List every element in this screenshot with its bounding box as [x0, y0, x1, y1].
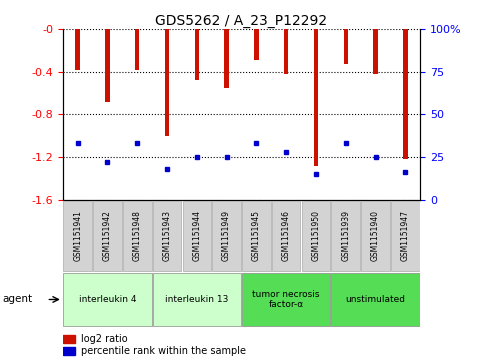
- Text: agent: agent: [2, 294, 32, 305]
- Bar: [254, 29, 258, 60]
- Text: GSM1151950: GSM1151950: [312, 211, 320, 261]
- Bar: [63, 347, 74, 355]
- Bar: [123, 201, 152, 271]
- Bar: [153, 201, 181, 271]
- Bar: [361, 201, 390, 271]
- Bar: [314, 29, 318, 166]
- Bar: [195, 29, 199, 80]
- Bar: [403, 29, 408, 159]
- Bar: [391, 201, 420, 271]
- Bar: [105, 29, 110, 102]
- Bar: [93, 201, 122, 271]
- Text: GSM1151947: GSM1151947: [401, 211, 410, 261]
- Bar: [242, 273, 330, 326]
- Bar: [343, 29, 348, 64]
- Text: GSM1151945: GSM1151945: [252, 211, 261, 261]
- Text: GSM1151941: GSM1151941: [73, 211, 82, 261]
- Bar: [225, 29, 229, 88]
- Bar: [213, 201, 241, 271]
- Text: log2 ratio: log2 ratio: [81, 334, 128, 344]
- Text: GSM1151943: GSM1151943: [163, 211, 171, 261]
- Bar: [165, 29, 169, 136]
- Title: GDS5262 / A_23_P12292: GDS5262 / A_23_P12292: [156, 14, 327, 28]
- Bar: [63, 335, 74, 343]
- Text: percentile rank within the sample: percentile rank within the sample: [81, 346, 246, 356]
- Text: GSM1151946: GSM1151946: [282, 211, 291, 261]
- Text: unstimulated: unstimulated: [345, 295, 406, 304]
- Text: interleukin 4: interleukin 4: [79, 295, 136, 304]
- Bar: [75, 29, 80, 70]
- Text: tumor necrosis
factor-α: tumor necrosis factor-α: [253, 290, 320, 309]
- Bar: [331, 273, 420, 326]
- Bar: [302, 201, 330, 271]
- Bar: [331, 201, 360, 271]
- Bar: [272, 201, 300, 271]
- Bar: [135, 29, 140, 70]
- Text: GSM1151944: GSM1151944: [192, 211, 201, 261]
- Bar: [63, 201, 92, 271]
- Text: GSM1151940: GSM1151940: [371, 211, 380, 261]
- Bar: [183, 201, 211, 271]
- Bar: [63, 273, 152, 326]
- Text: interleukin 13: interleukin 13: [165, 295, 228, 304]
- Bar: [242, 201, 270, 271]
- Text: GSM1151949: GSM1151949: [222, 211, 231, 261]
- Bar: [153, 273, 241, 326]
- Bar: [284, 29, 288, 74]
- Text: GSM1151939: GSM1151939: [341, 211, 350, 261]
- Text: GSM1151942: GSM1151942: [103, 211, 112, 261]
- Bar: [373, 29, 378, 74]
- Text: GSM1151948: GSM1151948: [133, 211, 142, 261]
